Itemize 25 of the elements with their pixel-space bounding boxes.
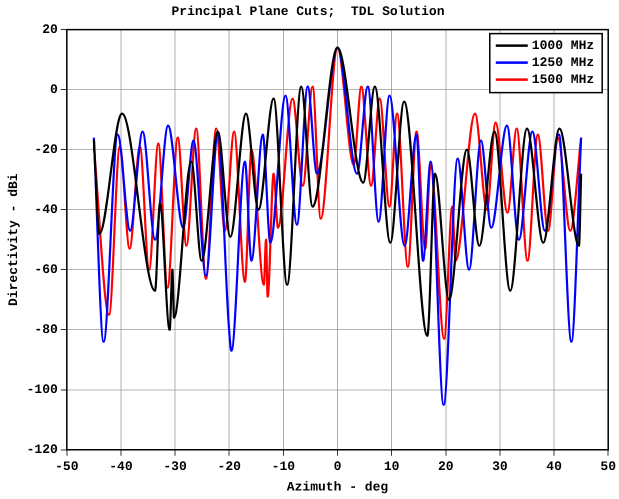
y-tick-label: -80 xyxy=(34,322,58,338)
x-tick-label: -20 xyxy=(218,458,242,474)
x-tick-label: -10 xyxy=(272,458,296,474)
x-tick-label: 30 xyxy=(492,458,508,474)
x-tick-label: 0 xyxy=(334,458,342,474)
legend-label: 1250 MHz xyxy=(532,54,594,70)
y-tick-label: -40 xyxy=(34,202,58,217)
x-tick-label: 10 xyxy=(384,458,400,474)
y-tick-label: 0 xyxy=(50,82,58,97)
x-tick-label: 50 xyxy=(600,458,616,474)
y-tick-label: -60 xyxy=(34,262,58,277)
x-axis-title: Azimuth - deg xyxy=(286,479,388,494)
y-tick-label: -100 xyxy=(26,382,58,398)
x-tick-label: -50 xyxy=(55,458,79,474)
y-tick-label: -20 xyxy=(34,142,58,157)
x-tick-label: -30 xyxy=(163,458,187,474)
legend-label: 1500 MHz xyxy=(532,72,594,87)
y-axis-title: Directivity - dBi xyxy=(6,173,22,306)
x-tick-label: 20 xyxy=(438,458,454,474)
y-tick-label: -120 xyxy=(26,442,58,458)
chart-title: Principal Plane Cuts; TDL Solution xyxy=(171,4,445,20)
y-tick-label: 20 xyxy=(42,22,58,37)
legend-label: 1000 MHz xyxy=(532,38,594,53)
x-tick-label: 40 xyxy=(546,458,562,474)
x-tick-label: -40 xyxy=(109,458,133,474)
